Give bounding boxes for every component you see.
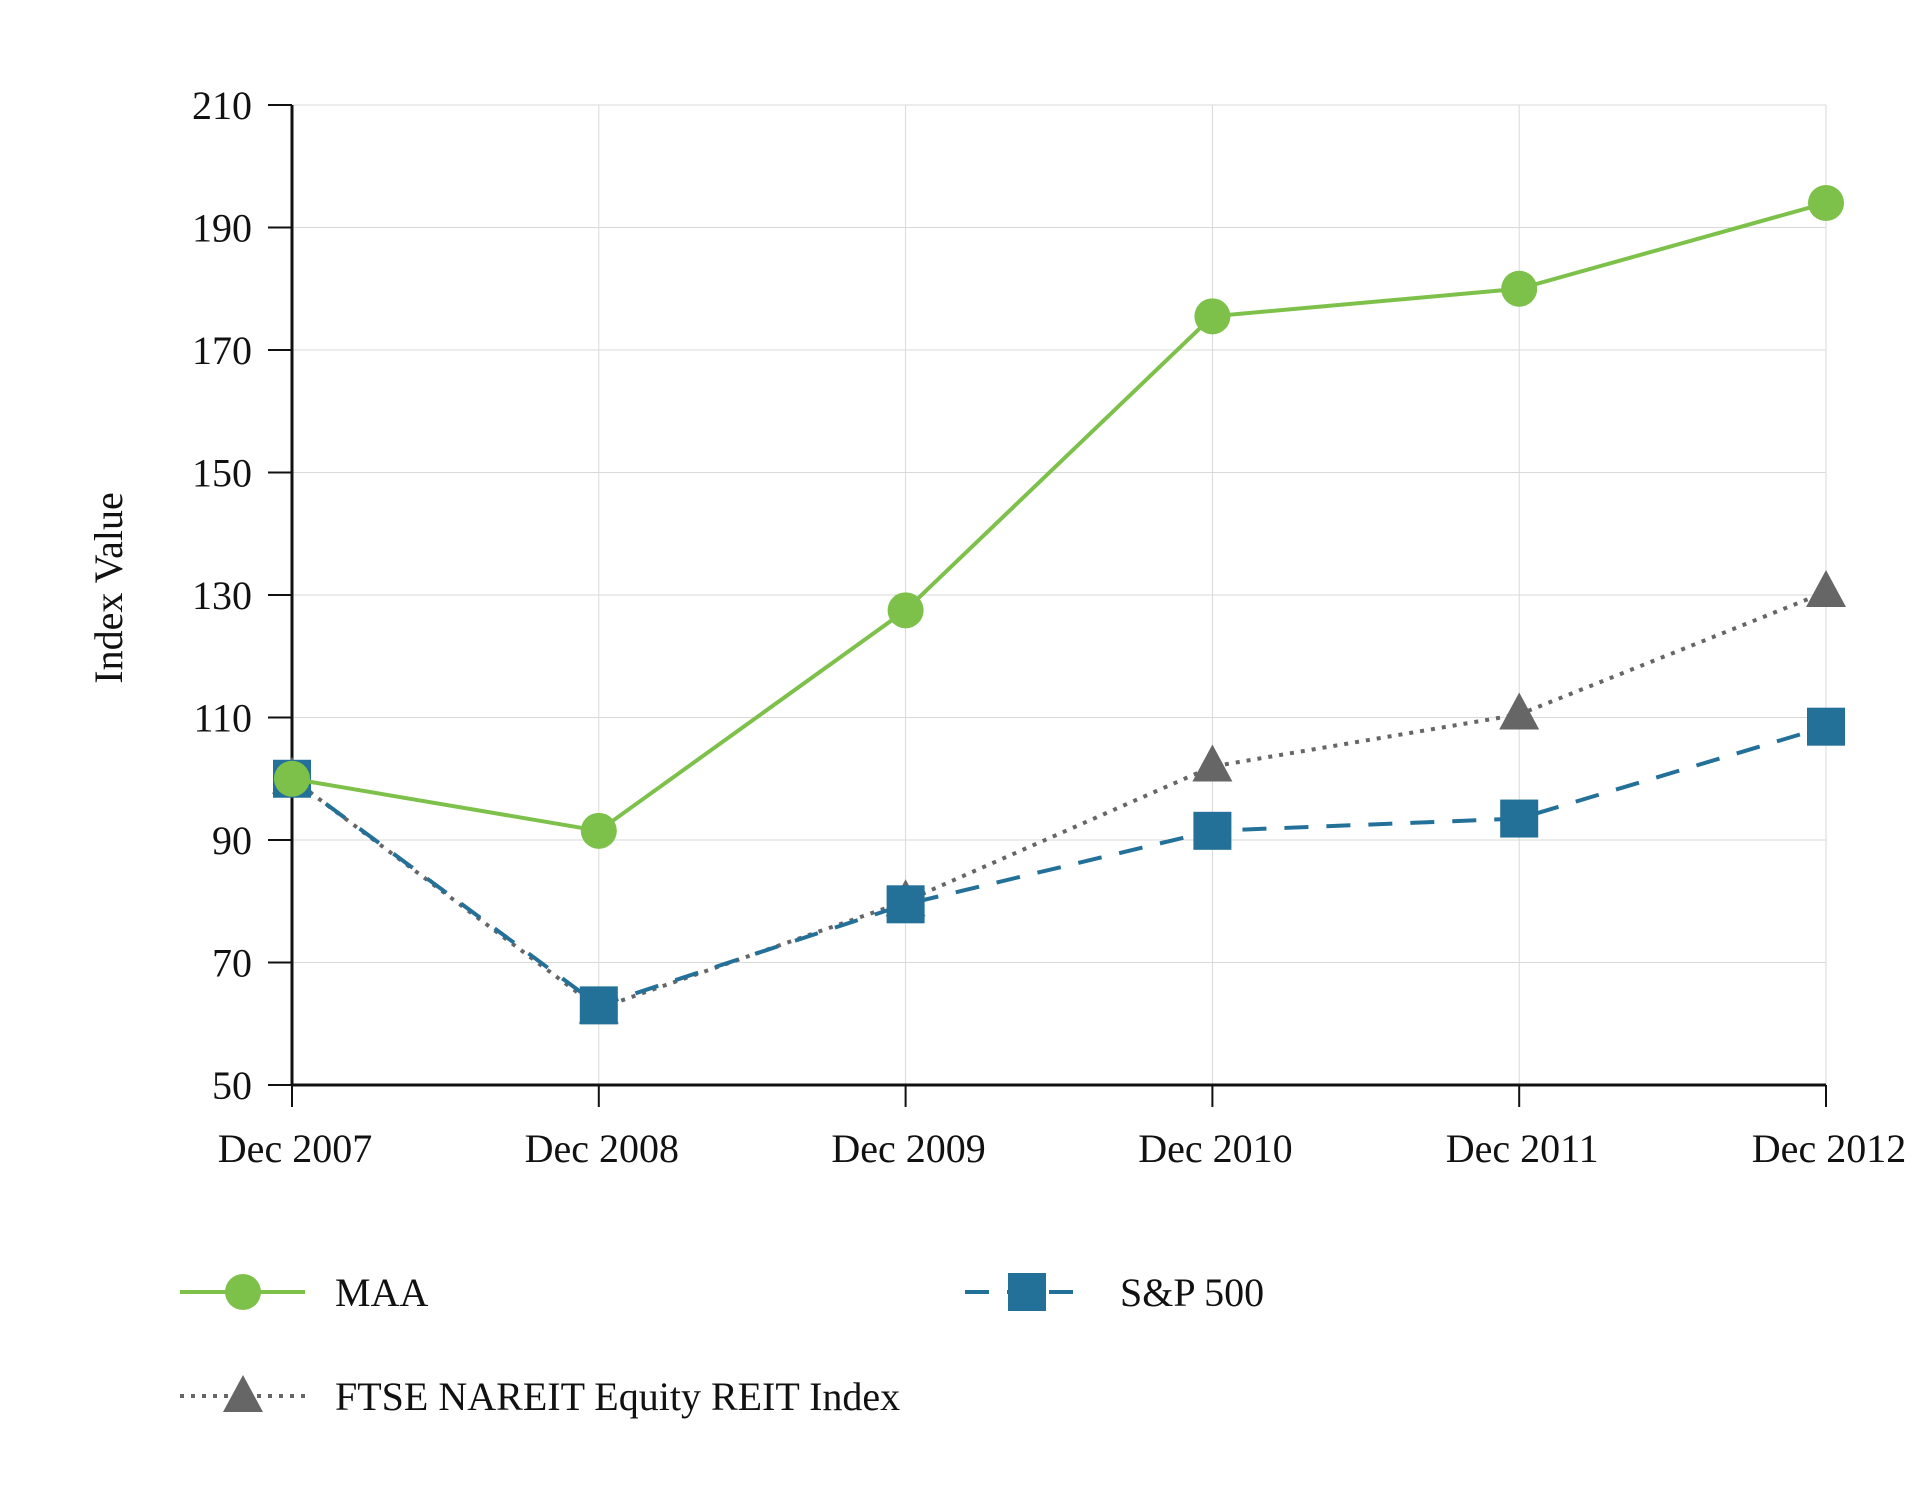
legend-item-maa: MAA — [180, 1270, 428, 1315]
data-point-maa-5 — [1808, 185, 1844, 221]
x-tick-labels: Dec 2007 Dec 2008 Dec 2009 Dec 2010 Dec 2011… — [218, 1126, 1906, 1171]
y-tick-label-6: 170 — [192, 328, 252, 373]
grid-lines — [292, 104, 1827, 1085]
x-tick-label-0: Dec 2007 — [218, 1126, 372, 1171]
y-tick-label-7: 190 — [192, 206, 252, 251]
y-tick-labels: 50 70 90 110 130 150 170 190 210 — [192, 83, 252, 1108]
axes — [268, 104, 1827, 1107]
data-point-ftse-nareit-3 — [1192, 744, 1233, 782]
y-tick-label-4: 130 — [192, 573, 252, 618]
data-point-maa-2 — [887, 592, 924, 629]
y-tick-label-1: 70 — [212, 941, 252, 986]
legend-item-sp500: S&P 500 — [965, 1270, 1264, 1315]
series-sp500 — [273, 707, 1845, 1025]
x-tick-label-5: Dec 2012 — [1752, 1126, 1906, 1171]
series-layer — [272, 185, 1846, 1025]
data-point-sp500-1 — [579, 986, 618, 1025]
data-point-sp500-2 — [886, 885, 925, 924]
data-point-maa-3 — [1194, 298, 1231, 335]
x-tick-label-4: Dec 2011 — [1446, 1126, 1599, 1171]
x-tick-label-3: Dec 2010 — [1138, 1126, 1292, 1171]
y-tick-label-8: 210 — [192, 83, 252, 128]
legend-maa-label: MAA — [335, 1270, 428, 1315]
legend-maa-marker — [225, 1274, 261, 1310]
legend-ftse-marker — [223, 1375, 263, 1412]
legend-item-ftse-nareit: FTSE NAREIT Equity REIT Index — [180, 1374, 900, 1419]
legend: MAA S&P 500 FTSE NAREIT Equity REIT Inde… — [180, 1270, 1264, 1419]
y-tick-label-3: 110 — [193, 696, 252, 741]
x-tick-label-2: Dec 2009 — [831, 1126, 985, 1171]
data-point-maa-0 — [274, 760, 310, 797]
y-tick-label-2: 90 — [212, 818, 252, 863]
legend-ftse-label: FTSE NAREIT Equity REIT Index — [335, 1374, 900, 1419]
y-tick-label-5: 150 — [192, 451, 252, 496]
data-point-sp500-5 — [1807, 707, 1845, 746]
data-point-ftse-nareit-5 — [1806, 569, 1846, 607]
data-point-sp500-4 — [1500, 799, 1539, 838]
y-tick-label-0: 50 — [212, 1063, 252, 1108]
data-point-sp500-3 — [1193, 811, 1232, 850]
series-maa — [274, 185, 1844, 849]
y-axis-title: Index Value — [86, 492, 131, 683]
series-ftse-nareit — [272, 569, 1846, 1024]
data-point-maa-4 — [1501, 270, 1538, 307]
legend-sp500-label: S&P 500 — [1120, 1270, 1264, 1315]
legend-sp500-marker — [1008, 1273, 1046, 1311]
data-point-ftse-nareit-4 — [1499, 692, 1540, 730]
series-line-sp500 — [290, 724, 1827, 1008]
series-line-ftse-nareit — [290, 590, 1827, 1011]
series-line-maa — [291, 201, 1827, 833]
x-tick-label-1: Dec 2008 — [525, 1126, 679, 1171]
data-point-maa-1 — [580, 812, 617, 849]
